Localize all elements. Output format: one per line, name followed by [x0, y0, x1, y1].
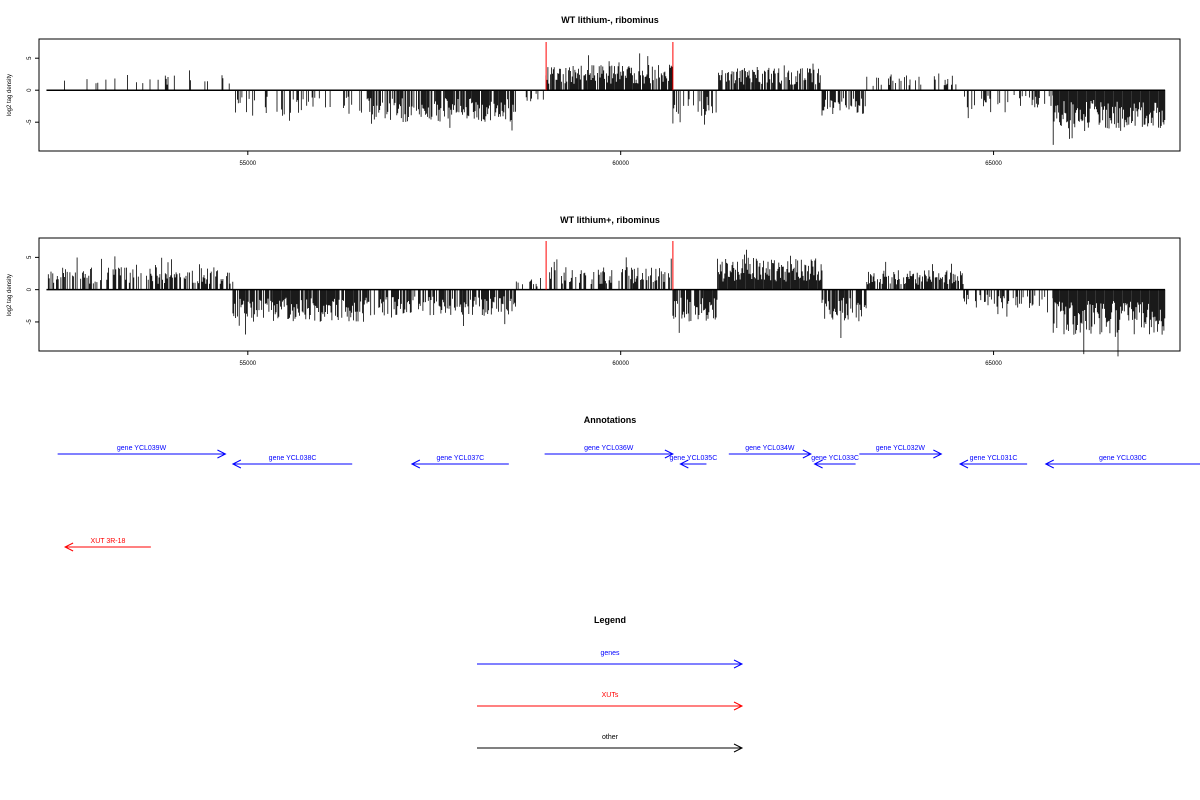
annotation-gene: gene YCL033C	[811, 455, 859, 469]
annotation-arrowhead	[217, 449, 227, 459]
x-tick-label: 55000	[239, 361, 256, 367]
legend-arrowhead	[733, 701, 744, 711]
annotation-gene: gene YCL036W	[544, 445, 675, 459]
annotation-arrowhead	[1044, 459, 1054, 469]
panel-2-y-axis: 5 0 -5	[27, 255, 39, 325]
annotations-title: Annotations	[584, 415, 637, 425]
annotation-gene: gene YCL031C	[958, 455, 1028, 469]
annotation-label: gene YCL033C	[811, 455, 859, 462]
density-bars	[64, 53, 1166, 145]
annotation-label: XUT 3R-18	[91, 538, 126, 545]
panel-2-bars	[47, 249, 1166, 357]
annotation-gene: gene YCL030C	[1044, 455, 1200, 469]
x-tick-label: 55000	[239, 161, 256, 167]
panel-1-frame	[38, 38, 1181, 152]
annotation-label: gene YCL032W	[876, 445, 926, 452]
panel-1-ylabel: log2 tag density	[7, 74, 13, 116]
legend-item-gene: genes	[477, 650, 744, 669]
x-tick-label: 65000	[985, 361, 1002, 367]
annotation-gene: gene YCL039W	[57, 445, 227, 459]
annotation-gene: gene YCL032W	[859, 445, 943, 459]
annotation-label: gene YCL031C	[970, 455, 1018, 462]
y-tick-label: -5	[27, 119, 33, 125]
annotation-arrowhead	[802, 449, 812, 459]
y-tick-label: 5	[27, 255, 33, 259]
annotation-gene: gene YCL037C	[410, 455, 509, 469]
density-bars	[47, 249, 1166, 357]
annotation-label: gene YCL034W	[745, 445, 795, 452]
y-tick-label: -5	[27, 319, 33, 325]
annotation-label: gene YCL036W	[584, 445, 634, 452]
annotation-arrowhead	[933, 449, 943, 459]
y-tick-label: 0	[27, 287, 33, 291]
y-tick-label: 0	[27, 88, 33, 92]
annotation-gene: gene YCL035C	[670, 455, 718, 469]
panel-1-title: WT lithium-, ribominus	[561, 15, 659, 25]
panel-1: WT lithium-, ribominus log2 tag density …	[7, 15, 1181, 167]
annotation-arrowhead	[958, 459, 969, 469]
annotation-arrowhead	[813, 459, 823, 469]
y-tick-label: 5	[27, 56, 33, 60]
panel-1-x-axis: 55000 60000 65000	[239, 151, 1003, 167]
annotation-arrowhead	[679, 459, 689, 469]
legend-title: Legend	[594, 615, 626, 625]
annotation-gene: gene YCL034W	[728, 445, 812, 459]
panel-2-title: WT lithium+, ribominus	[560, 215, 660, 225]
panel-1-y-axis: 5 0 -5	[27, 56, 39, 125]
annotation-xut: XUT 3R-18	[63, 538, 151, 552]
legend-items: genes XUTs other	[477, 650, 744, 753]
annotation-label: gene YCL037C	[436, 455, 484, 462]
panel-2: WT lithium+, ribominus log2 tag density …	[7, 215, 1181, 367]
annotation-arrowhead	[410, 459, 421, 469]
legend-arrowhead	[733, 743, 744, 753]
annotation-arrowhead	[231, 459, 242, 469]
panel-2-x-axis: 55000 60000 65000	[239, 351, 1003, 367]
annotation-label: gene YCL038C	[269, 455, 317, 462]
legend-arrowhead	[733, 659, 744, 669]
panel-2-markers	[545, 241, 674, 290]
legend-panel: Legend genes XUTs other	[477, 615, 744, 753]
annotation-label: gene YCL039W	[117, 445, 167, 452]
x-tick-label: 65000	[985, 161, 1002, 167]
legend-item-other: other	[477, 734, 744, 753]
legend-label: genes	[600, 650, 620, 657]
annotation-label: gene YCL030C	[1099, 455, 1147, 462]
x-tick-label: 60000	[612, 161, 629, 167]
annotation-label: gene YCL035C	[670, 455, 718, 462]
panel-1-markers	[545, 42, 674, 91]
panel-2-frame	[38, 237, 1181, 352]
annotation-arrowhead	[664, 449, 675, 459]
legend-label: other	[602, 734, 619, 741]
annotation-gene: gene YCL038C	[231, 455, 353, 469]
annotation-items: gene YCL039W gene YCL038C gene YCL037C gene…	[57, 445, 1200, 552]
panel-1-bars	[64, 53, 1166, 145]
legend-label: XUTs	[602, 692, 619, 699]
annotation-arrowhead	[63, 542, 74, 552]
legend-item-xut: XUTs	[477, 692, 744, 711]
panel-2-ylabel: log2 tag density	[7, 274, 13, 316]
x-tick-label: 60000	[612, 361, 629, 367]
